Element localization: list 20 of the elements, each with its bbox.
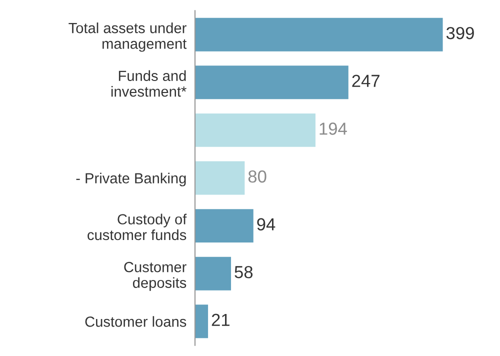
data-label: 80 <box>248 170 266 183</box>
y-tick-label: Customer deposits <box>124 262 186 291</box>
data-label: 194 <box>320 122 347 135</box>
data-label: 94 <box>257 218 276 230</box>
bar <box>195 209 254 243</box>
y-tick-label: Customer loans <box>85 316 186 327</box>
data-label: 399 <box>446 26 474 40</box>
data-label: 58 <box>234 266 253 278</box>
bar <box>195 304 208 338</box>
y-tick-label: Custody of customer funds <box>88 214 187 240</box>
data-label: 21 <box>212 314 230 326</box>
bar <box>195 113 316 147</box>
y-tick-label: - Private Banking <box>76 172 186 186</box>
data-label: 247 <box>352 74 380 87</box>
bar <box>195 66 348 100</box>
y-tick-label: Total assets under management <box>68 22 187 52</box>
bar <box>195 161 245 195</box>
bar <box>195 18 443 52</box>
y-tick-label: Funds and investment* <box>111 70 186 97</box>
bar <box>195 256 232 290</box>
